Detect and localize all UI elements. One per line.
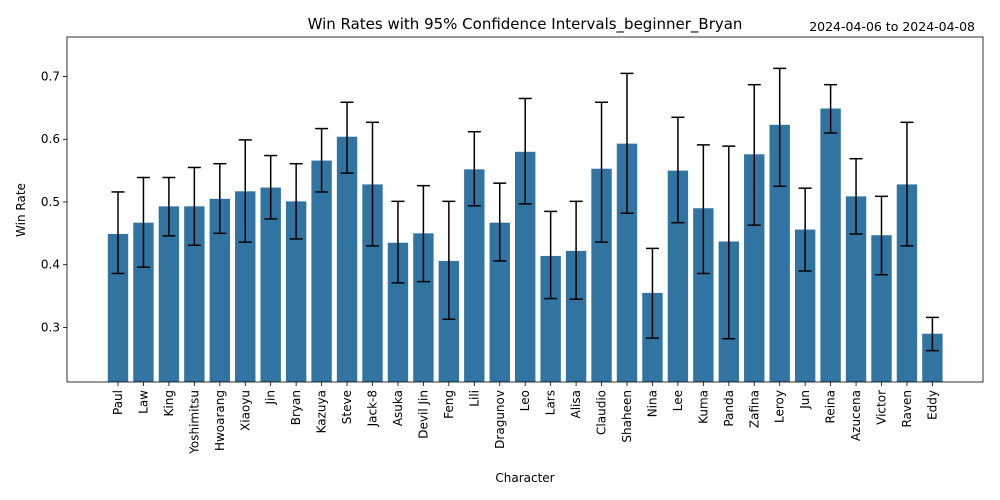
x-tick-label: Jun — [798, 390, 812, 410]
bar-king — [158, 206, 180, 382]
bar-jack-8 — [362, 184, 383, 382]
bar-yoshimitsu — [184, 206, 205, 382]
bar-bryan — [285, 201, 307, 382]
bar-steve — [336, 136, 358, 382]
bar-alisa — [565, 250, 587, 382]
bar-raven — [896, 184, 918, 382]
x-tick-label: King — [162, 390, 176, 416]
bar-jun — [794, 229, 816, 382]
x-tick-label: Zafina — [747, 390, 761, 428]
x-tick-label: Lee — [671, 390, 685, 411]
x-tick-label: Victor — [875, 390, 889, 425]
x-tick-label: Jack-8 — [366, 390, 380, 427]
bar-jin — [260, 187, 281, 382]
x-axis-label: Character — [495, 471, 554, 485]
x-tick-label: Bryan — [289, 390, 303, 425]
x-tick-label: Law — [136, 390, 150, 414]
bar-reina — [820, 108, 841, 382]
bar-lili — [464, 169, 485, 382]
y-tick-label: 0.3 — [41, 320, 60, 334]
x-tick-label: Eddy — [925, 390, 939, 420]
bar-azucena — [845, 196, 867, 382]
y-tick-label: 0.5 — [41, 195, 60, 209]
bar-asuka — [387, 242, 409, 382]
x-tick-label: Raven — [900, 390, 914, 428]
x-tick-label: Steve — [340, 390, 354, 424]
bar-claudio — [591, 168, 612, 382]
x-tick-label: Leo — [518, 390, 532, 411]
x-tick-label: Kazuya — [315, 390, 329, 433]
bar-feng — [438, 260, 460, 382]
x-tick-label: Devil Jin — [416, 390, 430, 439]
bar-paul — [107, 233, 129, 382]
x-tick-label: Nina — [645, 390, 659, 417]
date-range-label: 2024-04-06 to 2024-04-08 — [809, 19, 975, 34]
x-tick-label: Lili — [467, 390, 481, 407]
bar-leo — [515, 151, 536, 382]
x-tick-label: Xiaoyu — [238, 390, 252, 431]
bar-kuma — [693, 208, 714, 382]
bar-law — [133, 222, 154, 382]
x-tick-label: Paul — [111, 390, 125, 415]
y-tick-label: 0.4 — [41, 258, 60, 272]
x-tick-label: Lars — [544, 390, 558, 415]
bar-shaheen — [616, 143, 638, 382]
bar-zafina — [744, 154, 765, 382]
bar-devil-jin — [413, 233, 434, 382]
bar-victor — [871, 235, 892, 382]
bar-lars — [540, 255, 561, 382]
bar-kazuya — [311, 160, 332, 382]
bar-xiaoyu — [235, 191, 256, 382]
x-tick-label: Hwoarang — [213, 390, 227, 451]
x-tick-label: Jin — [264, 390, 278, 405]
x-tick-label: Claudio — [595, 390, 609, 435]
x-tick-label: Dragunov — [493, 390, 507, 449]
x-tick-label: Kuma — [696, 390, 710, 424]
x-tick-label: Panda — [722, 390, 736, 427]
x-tick-label: Asuka — [391, 390, 405, 426]
bar-hwoarang — [209, 198, 230, 382]
x-tick-label: Feng — [442, 390, 456, 419]
x-tick-label: Azucena — [849, 390, 863, 441]
y-axis-label: Win Rate — [14, 183, 28, 237]
y-tick-label: 0.6 — [41, 132, 60, 146]
bar-dragunov — [489, 222, 510, 382]
x-tick-label: Shaheen — [620, 390, 634, 443]
plot-frame — [66, 36, 984, 383]
x-tick-label: Alisa — [569, 390, 583, 418]
bar-eddy — [922, 333, 943, 382]
plot-area: 0.3 0.4 0.5 0.6 0.7 Paul Law King Yoshimitsu Hwoa… — [41, 67, 943, 455]
bar-leroy — [769, 124, 790, 383]
chart-title: Win Rates with 95% Confidence Intervals_… — [308, 15, 743, 34]
x-tick-label: Leroy — [773, 390, 787, 423]
x-tick-label: Yoshimitsu — [187, 390, 201, 455]
bar-lee — [667, 170, 689, 382]
y-tick-label: 0.7 — [41, 70, 60, 84]
x-tick-label: Reina — [824, 390, 838, 423]
